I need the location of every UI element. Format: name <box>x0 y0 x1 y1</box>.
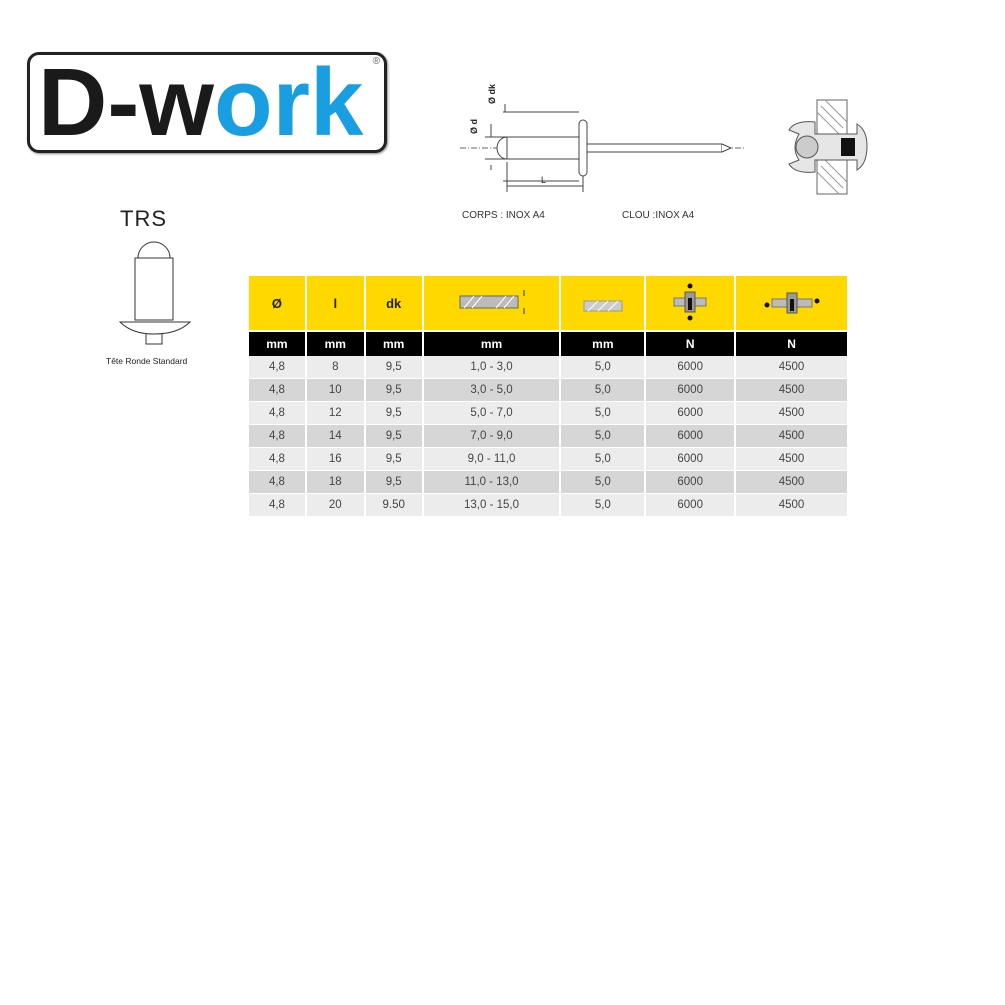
table-cell: 4,8 <box>249 424 307 448</box>
table-row: 4,8 12 9,5 5,0 - 7,0 5,0 6000 4500 <box>249 401 849 425</box>
unit-cell: N <box>735 330 849 356</box>
table-cell: 9,5 <box>364 470 424 494</box>
table-cell: 4500 <box>735 378 849 402</box>
unit-cell: mm <box>249 330 307 356</box>
table-cell: 14 <box>305 424 366 448</box>
header-head-diameter: dk <box>364 276 424 331</box>
table-cell: 4,8 <box>249 447 307 471</box>
product-code: TRS <box>120 206 167 231</box>
table-cell: 12 <box>305 401 366 425</box>
table-cell: 18 <box>305 470 366 494</box>
table-cell: 5,0 <box>560 447 647 471</box>
label-dk: Ø dk <box>487 83 497 104</box>
table-row: 4,8 14 9,5 7,0 - 9,0 5,0 6000 4500 <box>249 424 849 448</box>
table-cell: 9,0 - 11,0 <box>422 447 562 471</box>
table-unit-row: mm mm mm mm mm N N <box>249 330 849 356</box>
grip-range-icon <box>422 276 562 331</box>
table-cell: 9,5 <box>364 447 424 471</box>
header-diameter: Ø <box>249 276 307 331</box>
table-row: 4,8 18 9,5 11,0 - 13,0 5,0 6000 4500 <box>249 470 849 494</box>
table-cell: 4,8 <box>249 470 307 494</box>
unit-cell: mm <box>560 330 647 356</box>
table-cell: 4500 <box>735 493 849 517</box>
table-cell: 4500 <box>735 470 849 494</box>
table-cell: 1,0 - 3,0 <box>422 356 562 379</box>
unit-cell: mm <box>305 330 366 356</box>
table-cell: 5,0 <box>560 424 647 448</box>
table-cell: 4,8 <box>249 401 307 425</box>
table-cell: 7,0 - 9,0 <box>422 424 562 448</box>
table-cell: 10 <box>305 378 366 402</box>
body-material: CORPS : INOX A4 <box>462 210 545 221</box>
shear-strength-icon <box>645 276 737 331</box>
table-cell: 6000 <box>645 378 737 402</box>
table-cell: 4,8 <box>249 493 307 517</box>
table-cell: 6000 <box>645 493 737 517</box>
table-cell: 5,0 <box>560 470 647 494</box>
table-cell: 9,5 <box>364 424 424 448</box>
table-cell: 13,0 - 15,0 <box>422 493 562 517</box>
rivet-mandrel-head <box>496 136 508 160</box>
table-cell: 3,0 - 5,0 <box>422 378 562 402</box>
table-row: 4,8 8 9,5 1,0 - 3,0 5,0 6000 4500 <box>249 356 849 379</box>
table-cell: 5,0 <box>560 401 647 425</box>
drill-hole-icon <box>560 276 647 331</box>
table-cell: 8 <box>305 356 366 379</box>
table-cell: 9.50 <box>364 493 424 517</box>
round-head-rivet-icon <box>118 241 192 345</box>
table-cell: 9,5 <box>364 401 424 425</box>
table-cell: 9,5 <box>364 356 424 379</box>
table-cell: 4500 <box>735 356 849 379</box>
unit-cell: mm <box>422 330 562 356</box>
table-cell: 5,0 <box>560 378 647 402</box>
table-cell: 4,8 <box>249 356 307 379</box>
table-cell: 4500 <box>735 424 849 448</box>
table-cell: 16 <box>305 447 366 471</box>
table-cell: 5,0 <box>560 356 647 379</box>
rivet-dimension-drawing: Ø d Ø dk L <box>460 83 745 192</box>
table-header-row: Ø l dk <box>249 276 849 331</box>
table-cell: 4500 <box>735 447 849 471</box>
table-cell: 4500 <box>735 401 849 425</box>
tensile-strength-icon <box>735 276 849 331</box>
table-cell: 6000 <box>645 470 737 494</box>
rivet-body <box>506 136 580 160</box>
logo-text-dark: D-w <box>38 49 214 156</box>
table-cell: 6000 <box>645 424 737 448</box>
table-cell: 6000 <box>645 356 737 379</box>
table-row: 4,8 16 9,5 9,0 - 11,0 5,0 6000 4500 <box>249 447 849 471</box>
rivet-flange <box>578 119 588 177</box>
label-d: Ø d <box>469 119 479 134</box>
mandrel-shank <box>586 143 723 153</box>
table-cell: 4,8 <box>249 378 307 402</box>
d-work-logo: D-work ® <box>27 49 387 156</box>
mandrel-tip <box>721 143 733 153</box>
specification-table: Ø l dk mm mm mm mm mm N N 4,8 8 9,5 1,0 - 3… <box>249 276 849 517</box>
mandrel-material: CLOU :INOX A4 <box>622 210 695 221</box>
table-cell: 6000 <box>645 401 737 425</box>
table-row: 4,8 10 9,5 3,0 - 5,0 5,0 6000 4500 <box>249 378 849 402</box>
table-cell: 6000 <box>645 447 737 471</box>
unit-cell: mm <box>364 330 424 356</box>
head-type-label: Tête Ronde Standard <box>106 356 188 366</box>
unit-cell: N <box>645 330 737 356</box>
table-cell: 11,0 - 13,0 <box>422 470 562 494</box>
installed-rivet-section-drawing <box>788 99 868 195</box>
label-length: L <box>541 175 546 185</box>
table-cell: 20 <box>305 493 366 517</box>
header-length: l <box>305 276 366 331</box>
table-cell: 5,0 <box>560 493 647 517</box>
logo-text-blue: ork <box>213 49 364 156</box>
table-cell: 9,5 <box>364 378 424 402</box>
registered-mark: ® <box>372 56 380 67</box>
table-cell: 5,0 - 7,0 <box>422 401 562 425</box>
table-row: 4,8 20 9.50 13,0 - 15,0 5,0 6000 4500 <box>249 493 849 517</box>
